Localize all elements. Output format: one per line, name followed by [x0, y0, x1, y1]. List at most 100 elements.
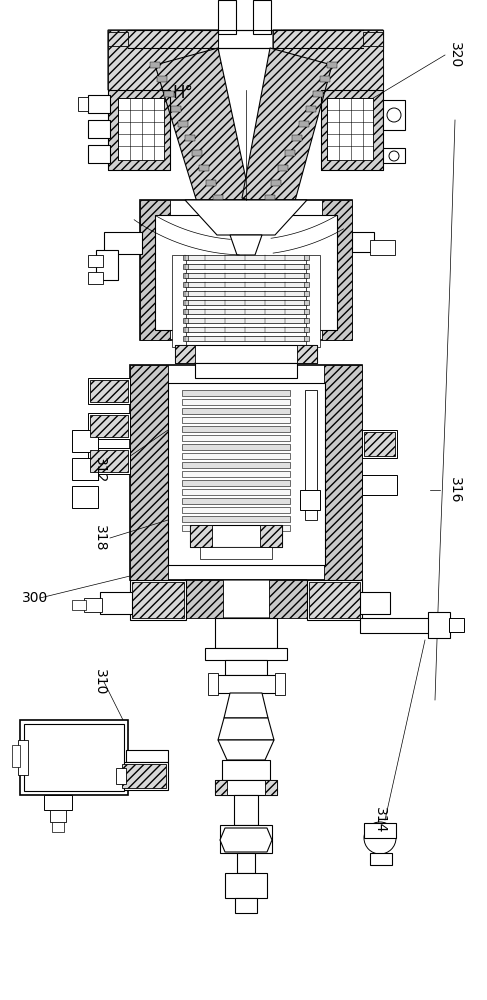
Bar [215, 618, 277, 648]
Bar [90, 415, 128, 437]
Bar [88, 413, 130, 439]
Bar [185, 300, 307, 305]
Bar [304, 318, 309, 323]
Bar [299, 121, 309, 127]
Bar [88, 145, 110, 163]
Bar [185, 135, 195, 141]
Bar [362, 475, 397, 495]
Bar [72, 600, 86, 610]
Bar [164, 91, 174, 97]
Bar [183, 273, 188, 278]
Bar [88, 448, 130, 474]
Bar [182, 498, 290, 504]
Bar [183, 264, 188, 269]
Bar [182, 462, 290, 468]
Bar [183, 282, 188, 287]
Bar [364, 432, 395, 456]
Bar [126, 750, 168, 762]
Bar [108, 90, 170, 170]
Bar [305, 390, 317, 520]
Bar [212, 675, 280, 693]
Text: 320: 320 [448, 42, 462, 68]
Polygon shape [155, 48, 250, 212]
Bar [205, 648, 287, 660]
Bar [260, 525, 282, 547]
Bar [225, 873, 267, 898]
Bar [182, 516, 290, 522]
Bar [383, 148, 405, 163]
Bar [72, 430, 98, 452]
Polygon shape [218, 718, 274, 740]
Bar [265, 195, 275, 201]
Bar [100, 592, 132, 614]
Bar [190, 525, 282, 547]
Bar [182, 480, 290, 486]
Circle shape [389, 151, 399, 161]
Bar [185, 291, 307, 296]
Bar [304, 309, 309, 314]
Bar [183, 255, 188, 260]
Bar [253, 0, 271, 34]
Bar [235, 898, 257, 913]
Bar [190, 525, 212, 547]
Bar [183, 291, 188, 296]
Bar [130, 365, 362, 580]
Bar [88, 120, 110, 138]
Bar [370, 240, 395, 255]
Polygon shape [242, 48, 332, 212]
Bar [222, 760, 270, 780]
Bar [140, 200, 352, 340]
Bar [182, 399, 290, 405]
Bar [192, 150, 202, 156]
Bar [304, 273, 309, 278]
Bar [72, 486, 98, 508]
Bar [273, 30, 383, 90]
Polygon shape [230, 235, 262, 255]
Bar [96, 250, 118, 280]
Bar [88, 378, 130, 404]
Bar [309, 582, 360, 618]
Bar [320, 76, 330, 82]
Bar [178, 121, 188, 127]
Bar [118, 98, 164, 160]
Bar [363, 32, 383, 46]
Bar [306, 106, 316, 112]
Bar [175, 345, 317, 363]
Bar [183, 300, 188, 305]
Bar [183, 327, 188, 332]
Bar [122, 764, 166, 788]
Bar [88, 272, 103, 284]
Bar [182, 435, 290, 441]
Bar [185, 255, 307, 260]
Polygon shape [224, 693, 268, 718]
Bar [304, 327, 309, 332]
Bar [155, 215, 337, 330]
Bar [185, 580, 223, 618]
Bar [208, 673, 218, 695]
Bar [304, 255, 309, 260]
Bar [195, 363, 297, 378]
Polygon shape [108, 30, 218, 90]
Bar [182, 453, 290, 459]
Bar [220, 825, 272, 853]
Bar [324, 365, 362, 580]
Bar [206, 180, 216, 186]
Bar [313, 91, 323, 97]
Bar [273, 30, 383, 90]
Bar [108, 90, 170, 170]
Bar [307, 580, 362, 620]
Bar [362, 430, 397, 458]
Bar [72, 458, 98, 480]
Bar [300, 490, 320, 510]
Bar [428, 612, 450, 638]
Bar [271, 180, 281, 186]
Bar [185, 336, 307, 341]
Bar [182, 471, 290, 477]
Bar [200, 547, 272, 559]
Bar [108, 30, 383, 48]
Bar [132, 582, 184, 618]
Bar [108, 30, 218, 90]
Bar [360, 592, 390, 614]
Bar [150, 62, 160, 68]
Bar [140, 200, 170, 340]
